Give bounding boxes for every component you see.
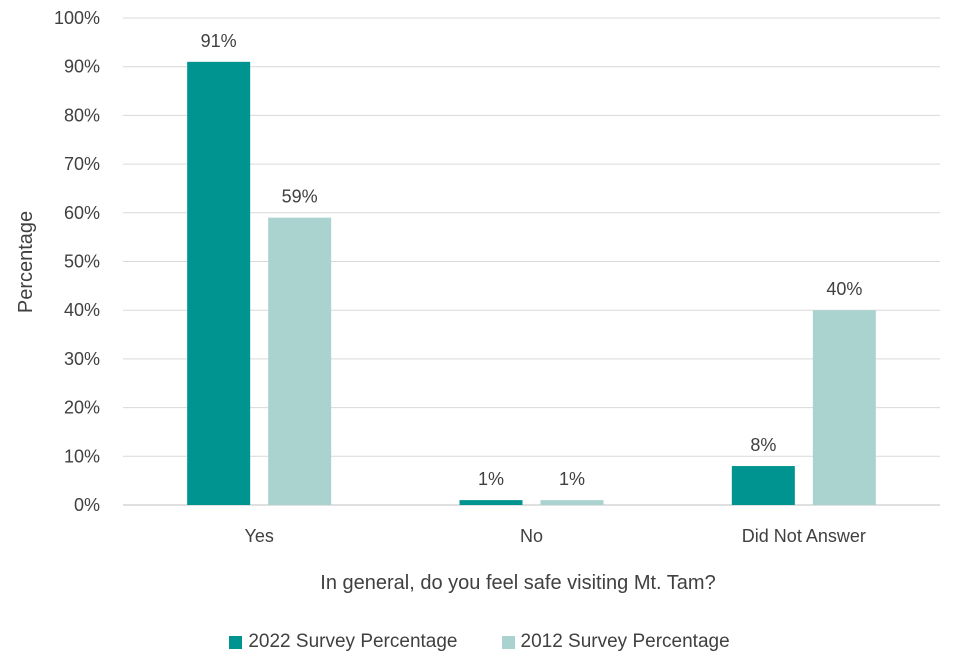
legend-item-2022: 2022 Survey Percentage: [229, 630, 458, 654]
y-axis-ticks: 0% 10% 20% 30% 40% 50% 60% 70% 80% 90% 100%: [54, 8, 100, 515]
bar: [187, 61, 251, 506]
data-label: 59%: [282, 187, 318, 207]
legend-label-2012: 2012 Survey Percentage: [520, 631, 730, 652]
x-tick-label: Yes: [244, 526, 273, 546]
gridlines: [123, 17, 940, 506]
bar: [812, 310, 876, 505]
data-label: 1%: [559, 469, 585, 489]
bar-chart: 0% 10% 20% 30% 40% 50% 60% 70% 80% 90% 100% 91% 59%…: [15, 8, 940, 594]
bar: [731, 466, 795, 505]
bars: 91% 59% 1% 1% 8% 40%: [187, 31, 876, 506]
bar: [459, 500, 523, 505]
x-tick-label: No: [520, 526, 543, 546]
y-tick-label: 100%: [54, 8, 100, 28]
legend-item-2012: 2012 Survey Percentage: [501, 630, 730, 654]
y-tick-label: 0%: [74, 495, 100, 515]
y-axis-title: Percentage: [15, 211, 37, 313]
y-tick-label: 20%: [64, 398, 100, 418]
data-label: 40%: [826, 279, 862, 299]
y-tick-label: 30%: [64, 349, 100, 369]
x-tick-label: Did Not Answer: [742, 526, 866, 546]
y-tick-label: 40%: [64, 300, 100, 320]
data-label: 1%: [478, 469, 504, 489]
y-tick-label: 70%: [64, 154, 100, 174]
y-tick-label: 60%: [64, 203, 100, 223]
legend-swatch-2012: [501, 635, 515, 649]
legend-label-2022: 2022 Survey Percentage: [248, 631, 458, 652]
legend: 2022 Survey Percentage 2012 Survey Perce…: [0, 630, 959, 654]
bar: [540, 500, 604, 505]
legend-swatch-2022: [229, 635, 243, 649]
x-axis-title: In general, do you feel safe visiting Mt…: [320, 572, 715, 594]
data-label: 8%: [750, 435, 776, 455]
x-axis-ticks: Yes No Did Not Answer: [244, 526, 865, 546]
y-tick-label: 10%: [64, 446, 100, 466]
y-tick-label: 90%: [64, 57, 100, 77]
data-label: 91%: [201, 31, 237, 51]
y-tick-label: 80%: [64, 105, 100, 125]
y-tick-label: 50%: [64, 252, 100, 272]
bar: [268, 217, 332, 506]
